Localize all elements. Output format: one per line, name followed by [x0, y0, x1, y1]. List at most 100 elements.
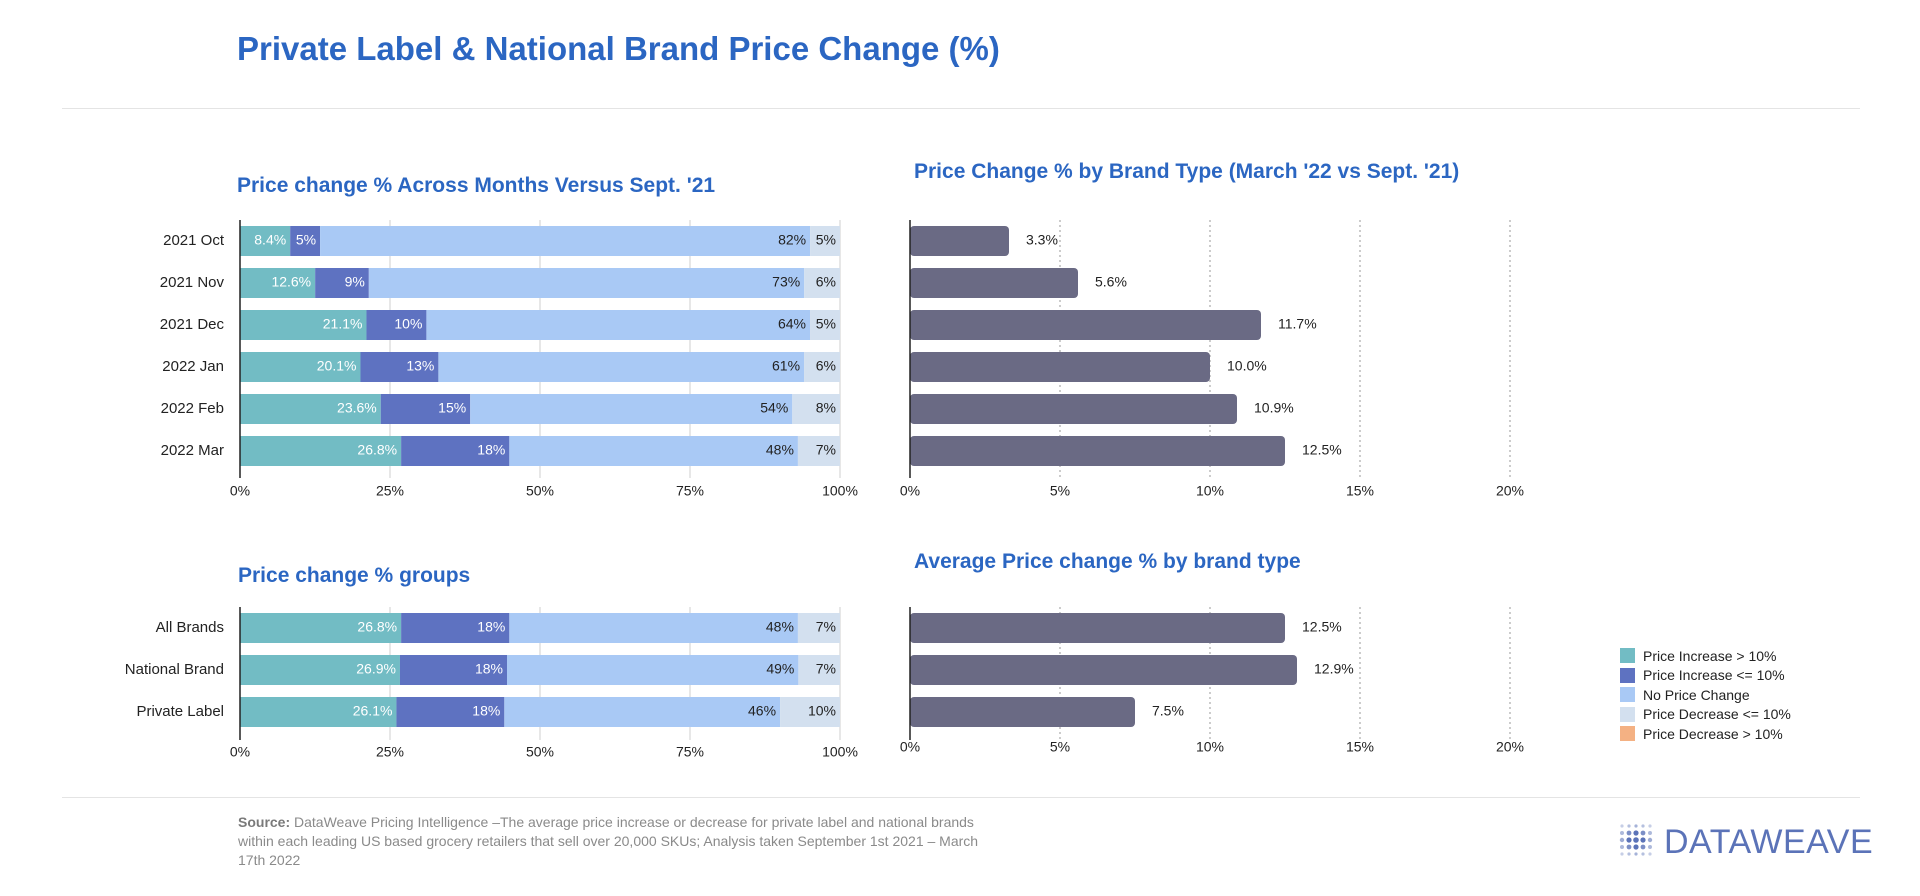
stack-segment — [509, 613, 798, 643]
data-label: 10.0% — [1227, 358, 1267, 374]
stack-segment — [426, 310, 811, 340]
bar — [910, 655, 1297, 685]
category-label: Private Label — [136, 703, 224, 720]
dataweave-logo: DATAWEAVE — [1618, 822, 1873, 862]
data-label: 54% — [760, 400, 788, 416]
stack-segment — [320, 226, 811, 256]
bar — [910, 394, 1237, 424]
footer-divider — [62, 797, 1860, 798]
data-label: 26.9% — [356, 661, 396, 677]
legend-swatch — [1620, 667, 1635, 683]
stack-segment — [360, 352, 439, 382]
dataweave-logo-icon — [1619, 824, 1653, 856]
category-label: 2022 Feb — [161, 400, 224, 417]
legend-label: Price Decrease <= 10% — [1643, 706, 1791, 723]
data-label: 49% — [766, 661, 794, 677]
dataweave-logo-text: DATAWEAVE — [1664, 822, 1874, 861]
stack-segment — [797, 613, 840, 643]
bar — [910, 310, 1261, 340]
data-label: 20.1% — [317, 358, 357, 374]
legend-swatch — [1620, 706, 1635, 722]
source-note: Source: DataWeave Pricing Intelligence –… — [238, 813, 998, 870]
bar — [910, 613, 1285, 643]
data-label: 3.3% — [1026, 232, 1058, 248]
stack-segment — [797, 436, 840, 466]
data-label: 48% — [766, 442, 794, 458]
bar — [910, 352, 1210, 382]
category-label: 2021 Oct — [163, 232, 225, 249]
stack-segment — [438, 352, 805, 382]
header-divider — [62, 108, 1860, 109]
x-tick-label: 75% — [676, 483, 704, 499]
x-tick-label: 100% — [822, 744, 858, 760]
stack-segment — [506, 655, 799, 685]
data-label: 11.7% — [1278, 316, 1317, 332]
stack-segment — [399, 655, 507, 685]
stack-segment — [240, 394, 381, 424]
avg-brand-type-chart-title: Average Price change % by brand type — [914, 550, 1301, 573]
stack-segment — [240, 697, 397, 727]
data-label: 46% — [748, 703, 776, 719]
data-label: 10% — [394, 316, 422, 332]
data-label: 10% — [808, 703, 836, 719]
data-label: 18% — [477, 442, 505, 458]
data-label: 13% — [406, 358, 434, 374]
stack-segment — [240, 226, 291, 256]
data-label: 61% — [772, 358, 800, 374]
stack-segment — [290, 226, 321, 256]
legend-item: Price Increase > 10% — [1620, 646, 1791, 666]
stack-segment — [780, 697, 840, 727]
stack-segment — [810, 310, 840, 340]
source-text: DataWeave Pricing Intelligence –The aver… — [238, 814, 979, 868]
legend-label: Price Increase > 10% — [1643, 647, 1777, 664]
stack-segment — [396, 697, 505, 727]
x-tick-label: 10% — [1196, 483, 1224, 499]
bar — [910, 226, 1009, 256]
data-label: 10.9% — [1254, 400, 1294, 416]
legend-label: Price Decrease > 10% — [1643, 725, 1783, 742]
legend-label: Price Increase <= 10% — [1643, 667, 1785, 684]
stack-segment — [504, 697, 781, 727]
data-label: 15% — [438, 400, 466, 416]
stack-segment — [804, 268, 840, 298]
legend-swatch — [1620, 648, 1635, 664]
data-label: 12.9% — [1314, 661, 1354, 677]
legend-item: Price Increase <= 10% — [1620, 666, 1791, 686]
data-label: 6% — [816, 358, 836, 374]
legend-item: No Price Change — [1620, 685, 1791, 705]
data-label: 26.1% — [353, 703, 393, 719]
brand-type-chart-title: Price Change % by Brand Type (March '22 … — [914, 160, 1460, 183]
groups-chart-title: Price change % groups — [238, 564, 471, 587]
data-label: 26.8% — [357, 442, 397, 458]
x-tick-label: 20% — [1496, 739, 1524, 755]
stack-segment — [810, 226, 840, 256]
data-label: 5% — [816, 232, 836, 248]
legend-item: Price Decrease <= 10% — [1620, 705, 1791, 725]
stack-segment — [240, 310, 367, 340]
stack-segment — [240, 655, 400, 685]
x-tick-label: 20% — [1496, 483, 1524, 499]
data-label: 7.5% — [1152, 703, 1184, 719]
x-tick-label: 15% — [1346, 739, 1374, 755]
stack-segment — [240, 436, 402, 466]
data-label: 18% — [472, 703, 500, 719]
data-label: 9% — [345, 274, 365, 290]
data-label: 18% — [475, 661, 503, 677]
bar — [910, 268, 1078, 298]
x-tick-label: 15% — [1346, 483, 1374, 499]
x-tick-label: 5% — [1050, 483, 1070, 499]
category-label: 2022 Jan — [162, 358, 224, 375]
stack-segment — [368, 268, 805, 298]
stack-segment — [509, 436, 798, 466]
stack-segment — [240, 613, 402, 643]
page-title: Private Label & National Brand Price Cha… — [237, 30, 1000, 67]
months-chart-title: Price change % Across Months Versus Sept… — [237, 174, 716, 197]
data-label: 8.4% — [254, 232, 286, 248]
data-label: 7% — [816, 661, 836, 677]
x-tick-label: 0% — [230, 483, 250, 499]
data-label: 7% — [816, 619, 836, 635]
data-label: 23.6% — [337, 400, 377, 416]
source-label: Source: — [238, 814, 291, 830]
category-label: National Brand — [125, 661, 224, 678]
data-label: 8% — [816, 400, 836, 416]
